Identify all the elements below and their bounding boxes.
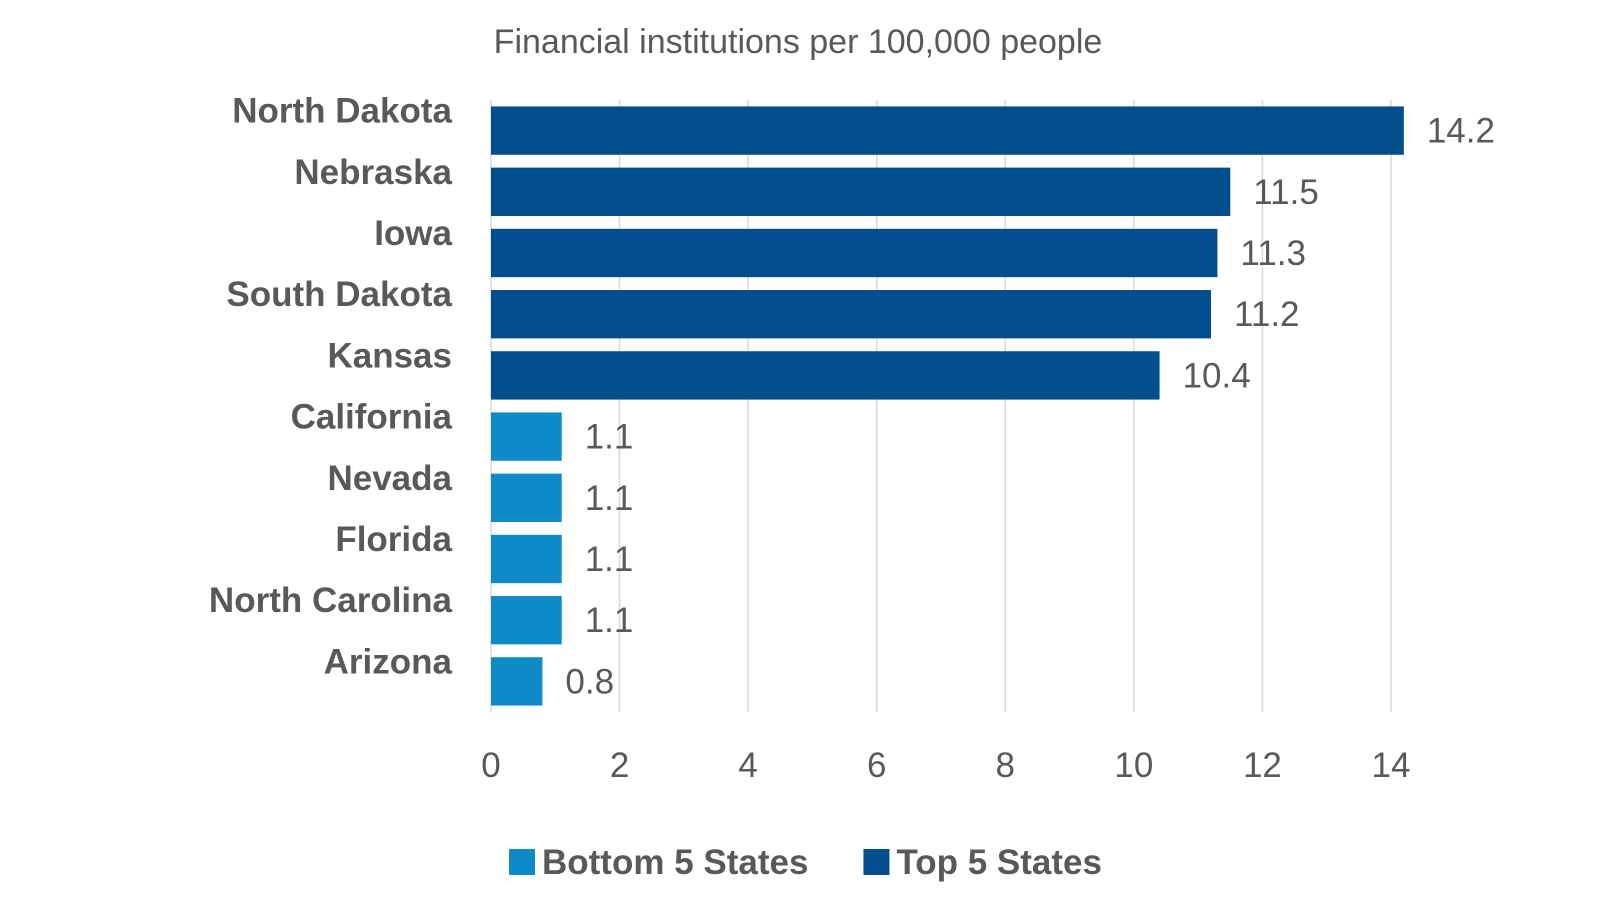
data-label: 14.2 <box>1427 112 1495 151</box>
bar <box>491 106 1404 155</box>
category-labels: North Dakota Nebraska Iowa South Dakota Kans… <box>209 92 453 682</box>
x-tick-label: 2 <box>610 746 629 785</box>
data-label: 10.4 <box>1183 356 1251 395</box>
category-label: Arizona <box>324 642 453 681</box>
bar <box>491 290 1211 339</box>
data-label: 1.1 <box>585 418 634 457</box>
x-tick-label: 12 <box>1243 746 1282 785</box>
data-label: 1.1 <box>585 479 634 518</box>
legend-swatch <box>863 849 890 875</box>
bar <box>491 534 562 584</box>
legend-label: Bottom 5 States <box>542 843 808 882</box>
data-label: 0.8 <box>565 662 614 701</box>
category-label: California <box>291 398 453 437</box>
bar <box>491 167 1231 216</box>
category-label: Florida <box>335 520 452 559</box>
legend: Bottom 5 States Top 5 States <box>509 843 1102 882</box>
category-label: Kansas <box>327 336 452 375</box>
x-tick-label: 6 <box>867 746 886 785</box>
data-label: 1.1 <box>585 540 634 579</box>
bar <box>491 228 1218 278</box>
legend-label: Top 5 States <box>896 843 1102 882</box>
data-label: 11.2 <box>1234 295 1300 334</box>
x-tick-label: 8 <box>996 746 1015 785</box>
data-labels: 14.2 11.5 11.3 11.2 10.4 1.1 1.1 1.1 1.1 0.8 <box>565 112 1495 702</box>
data-label: 11.3 <box>1240 234 1306 273</box>
bar <box>491 596 562 645</box>
category-label: North Dakota <box>232 92 452 131</box>
bar <box>491 473 562 522</box>
chart-title: Financial institutions per 100,000 peopl… <box>494 23 1103 61</box>
data-label: 11.5 <box>1253 173 1319 212</box>
category-label: Nebraska <box>294 153 452 192</box>
category-label: Nevada <box>327 459 452 498</box>
bars <box>491 106 1404 706</box>
category-label: South Dakota <box>226 275 452 314</box>
data-label: 1.1 <box>585 601 634 640</box>
x-axis-ticks: 0 2 4 6 8 10 12 14 <box>481 746 1410 785</box>
x-tick-label: 0 <box>481 746 500 785</box>
category-label: Iowa <box>374 214 452 253</box>
x-tick-label: 14 <box>1372 746 1411 785</box>
bar <box>491 412 562 461</box>
x-tick-label: 10 <box>1114 746 1153 785</box>
legend-swatch <box>509 849 535 875</box>
category-label: North Carolina <box>209 581 453 620</box>
x-tick-label: 4 <box>738 746 757 785</box>
bar <box>491 351 1160 400</box>
bar <box>491 657 543 706</box>
